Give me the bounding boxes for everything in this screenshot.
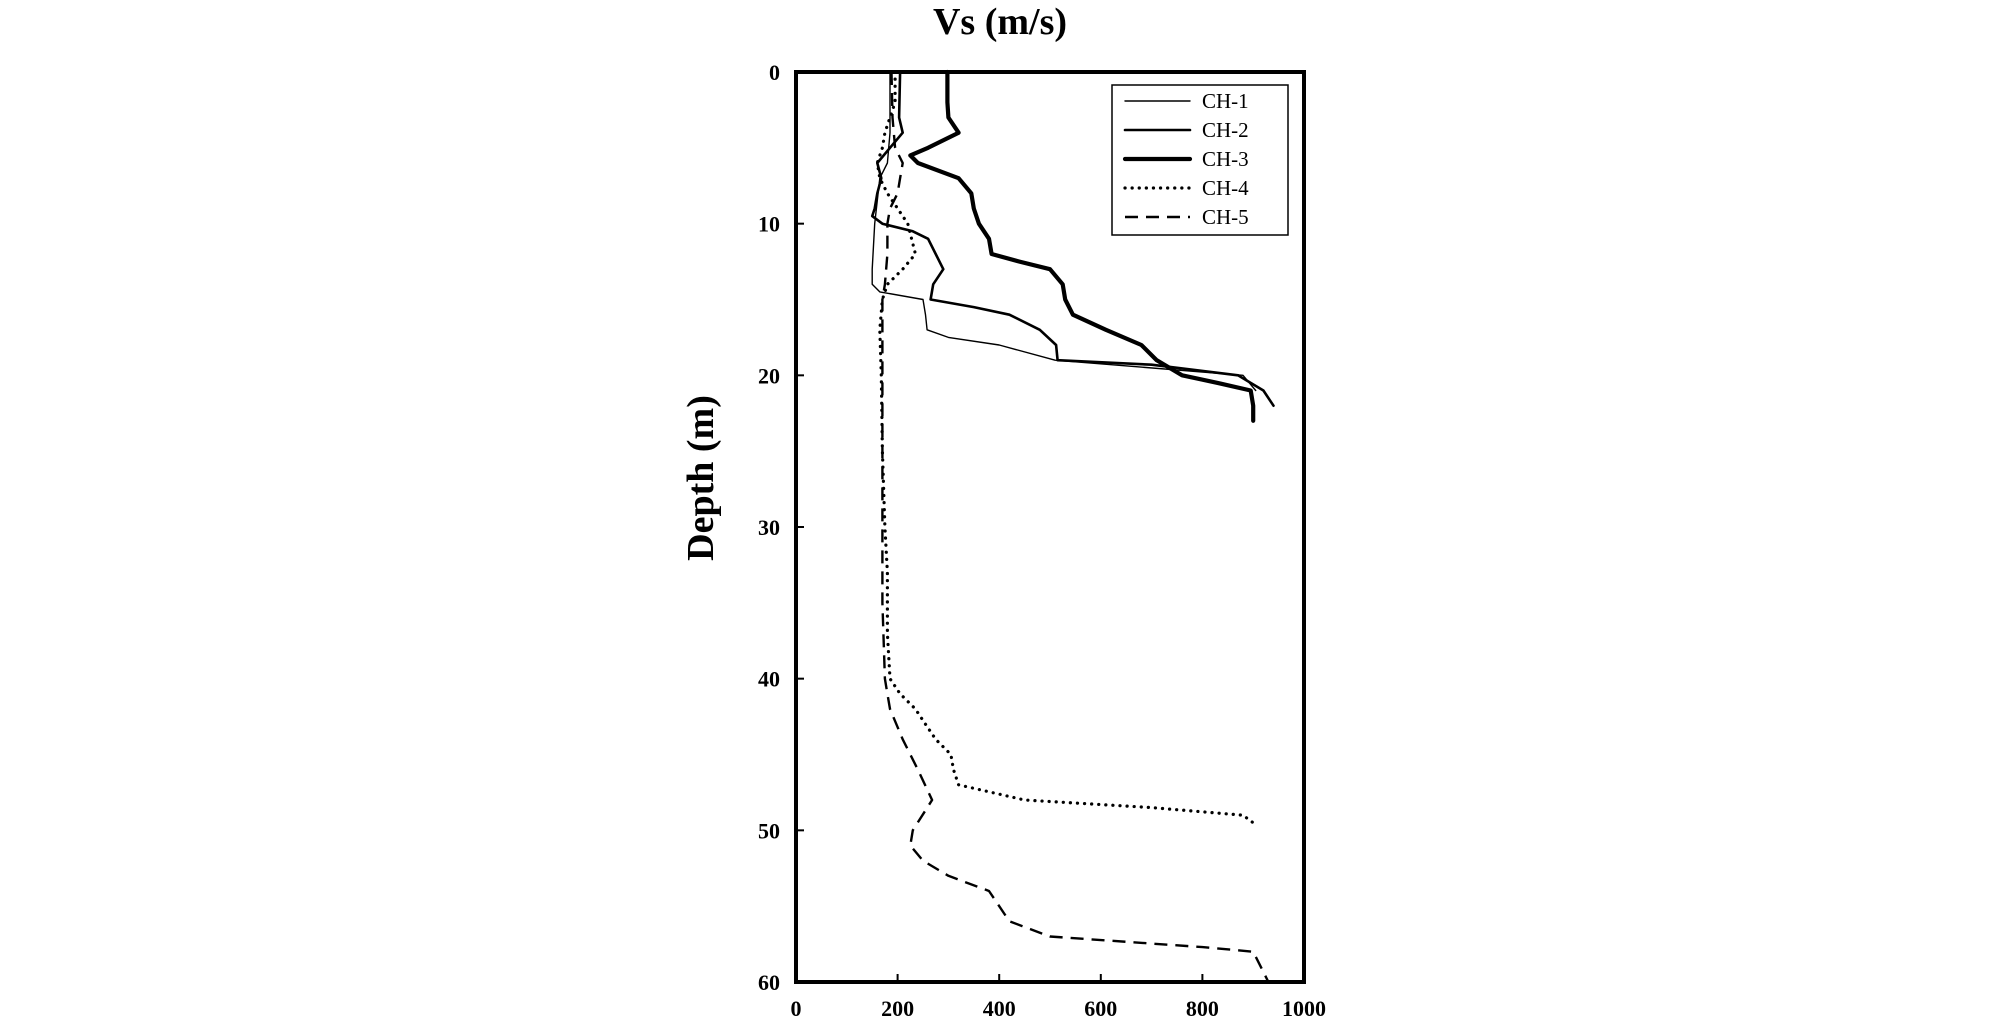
series-lines [870, 69, 1275, 983]
x-tick-label: 400 [983, 996, 1016, 1021]
legend-label-ch-3: CH-3 [1202, 147, 1249, 171]
x-tick-label: 800 [1186, 996, 1219, 1021]
series-line-ch-3 [908, 69, 1256, 423]
y-tick-label: 50 [758, 818, 780, 843]
legend-label-ch-1: CH-1 [1202, 89, 1249, 113]
x-tick-label: 200 [881, 996, 914, 1021]
x-tick-label: 1000 [1282, 996, 1326, 1021]
legend-label-ch-2: CH-2 [1202, 118, 1249, 142]
x-tick-label: 0 [791, 996, 802, 1021]
y-tick-label: 0 [769, 60, 780, 85]
chart-title: Vs (m/s) [933, 1, 1067, 43]
legend-label-ch-5: CH-5 [1202, 205, 1249, 229]
legend: CH-1 CH-2 CH-3 CH-4 CH-5 [1111, 84, 1289, 236]
x-axis-ticks: 0 200 400 600 800 1000 [791, 974, 1326, 1021]
y-tick-label: 10 [758, 212, 780, 237]
series-line-ch-2 [870, 70, 1275, 408]
legend-label-ch-4: CH-4 [1202, 176, 1249, 200]
y-tick-label: 60 [758, 970, 780, 995]
y-axis-title: Depth (m) [680, 395, 722, 561]
y-tick-label: 30 [758, 515, 780, 540]
x-tick-label: 600 [1084, 996, 1117, 1021]
y-tick-label: 40 [758, 667, 780, 692]
y-axis-ticks: 0 10 20 30 40 50 60 [758, 60, 804, 995]
series-line-ch-5 [881, 71, 1270, 983]
series-line-ch-1 [871, 71, 1257, 392]
y-tick-label: 20 [758, 363, 780, 388]
